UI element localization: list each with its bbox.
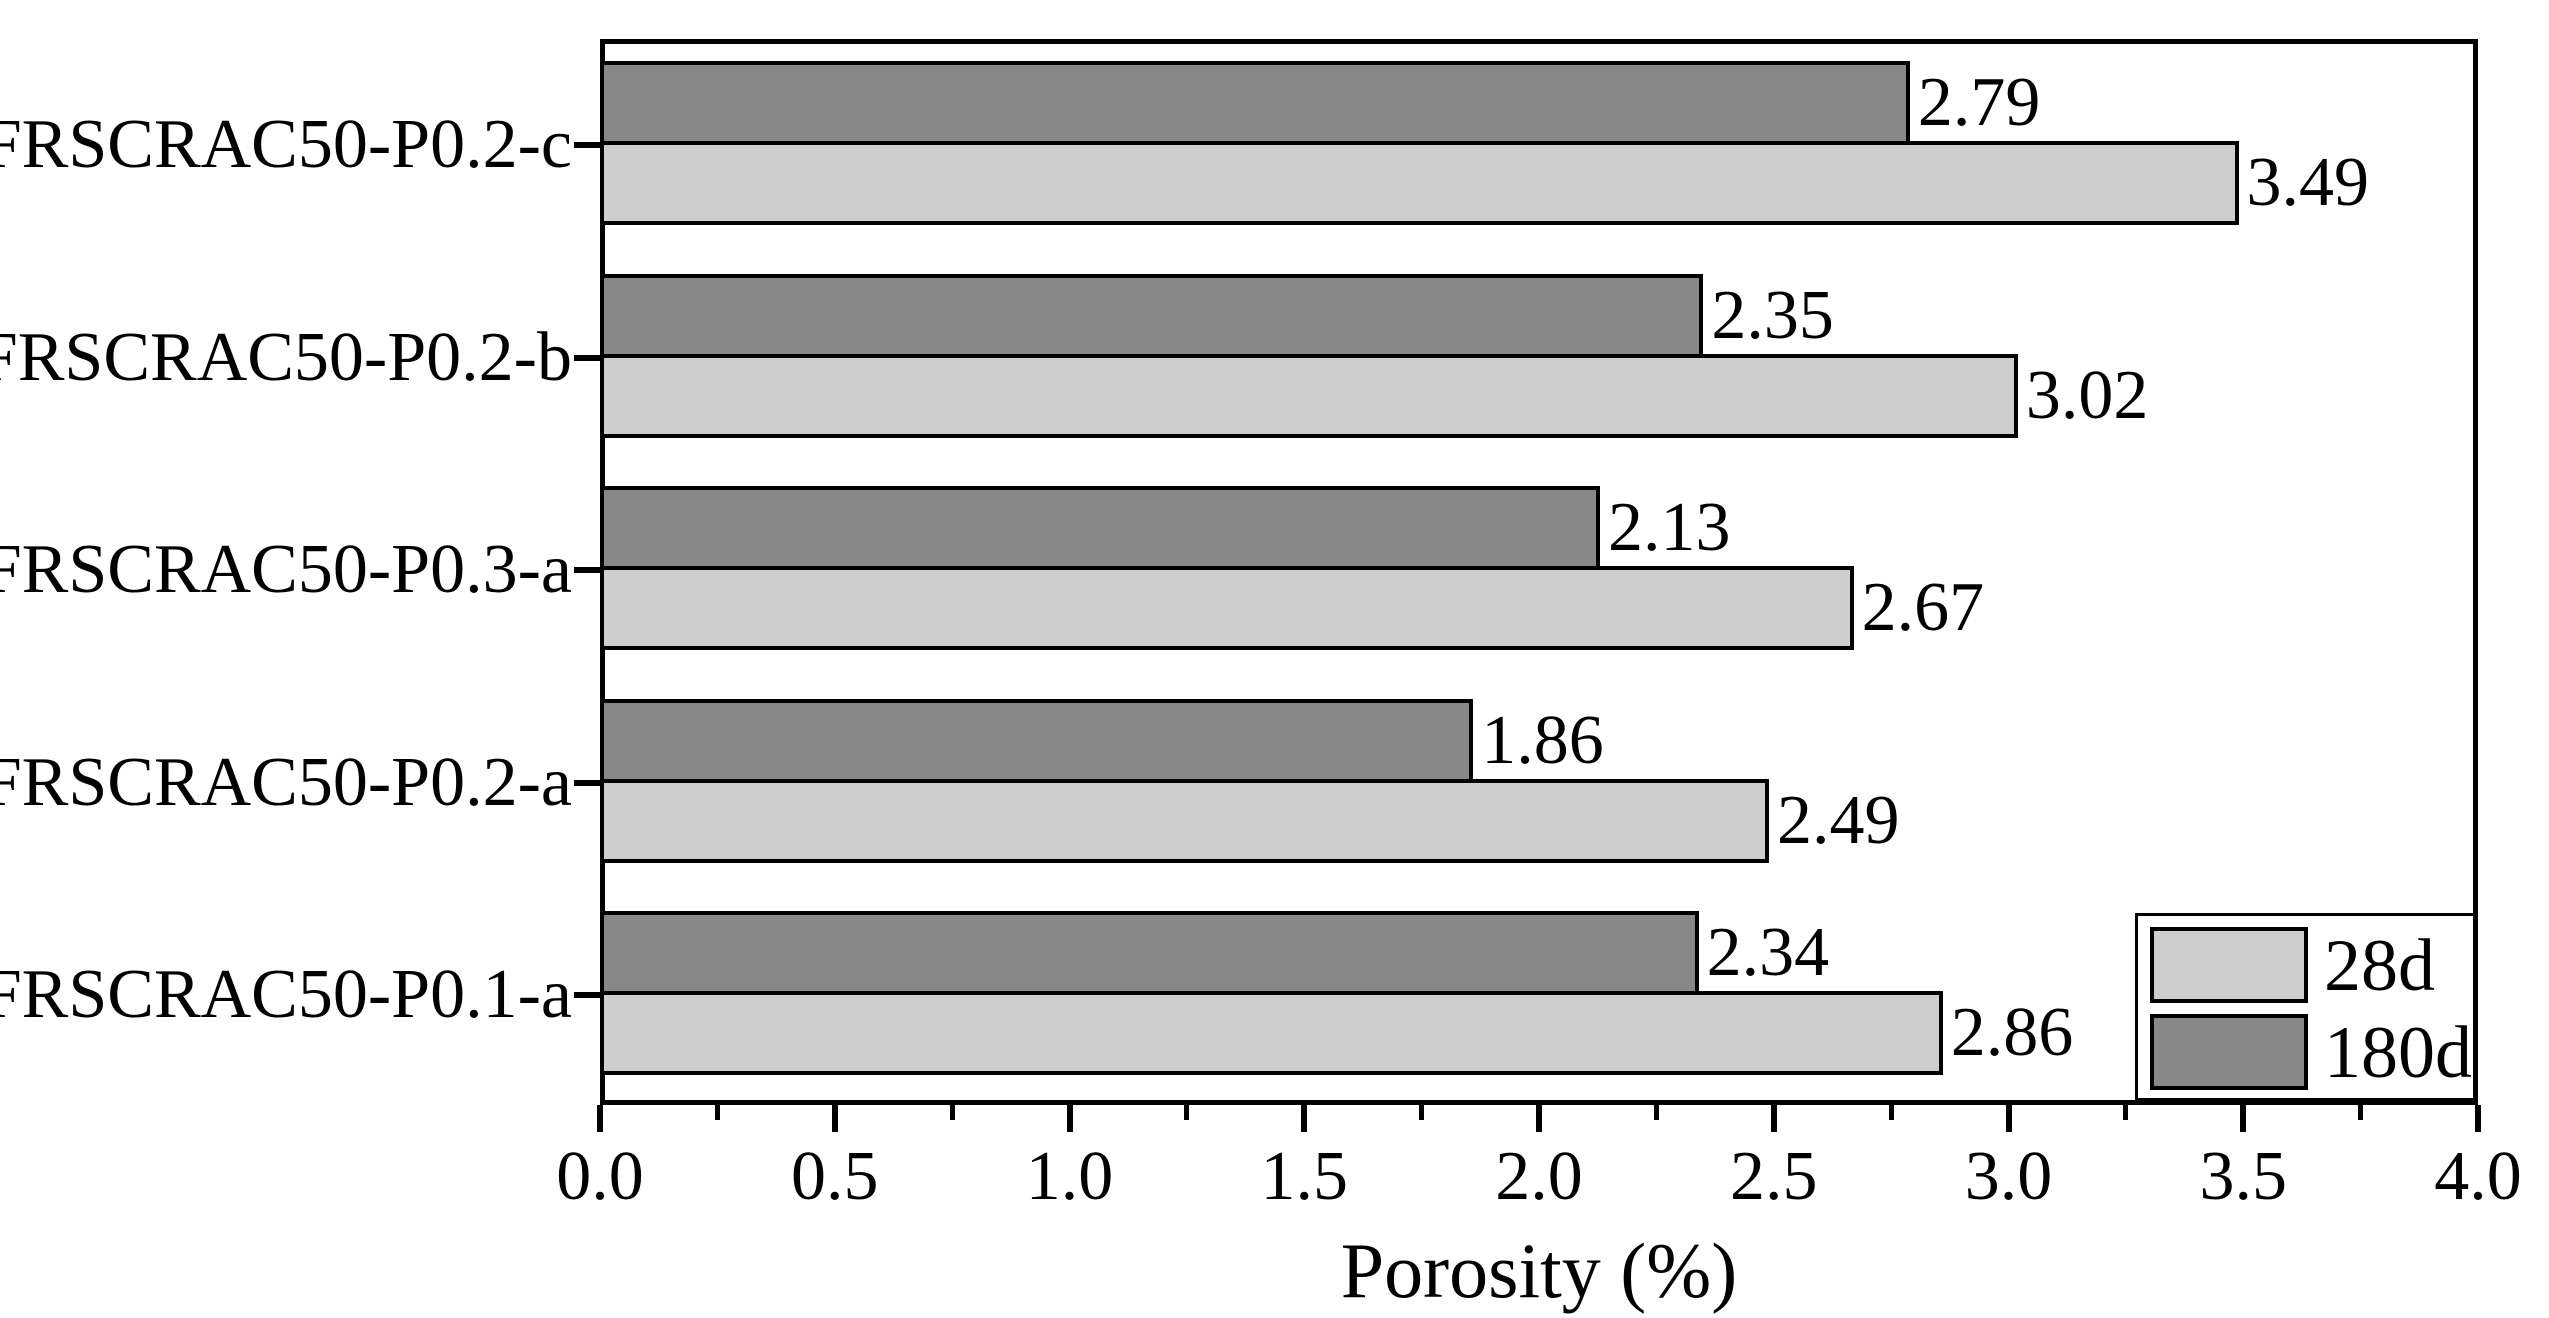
bar-180d [600,273,1703,358]
x-major-tick [2005,1105,2012,1132]
x-minor-tick [714,1105,720,1120]
bar-28d [600,141,2239,225]
x-tick-label: 2.5 [1730,1138,1818,1215]
legend-swatch-28d [2150,927,2308,1003]
bar-28d [600,566,1854,650]
y-tick [574,779,600,786]
bar-value-label: 1.86 [1481,701,1604,779]
x-tick-label: 2.0 [1495,1138,1583,1215]
bar-180d [600,698,1473,783]
x-tick-label: 0.5 [791,1138,879,1215]
x-minor-tick [2123,1105,2129,1120]
bar-28d [600,991,1943,1075]
x-minor-tick [2358,1105,2364,1120]
bar-value-label: 3.02 [2025,356,2149,434]
bar-value-label: 2.49 [1777,781,1900,859]
bar-value-label: 2.34 [1706,914,1830,991]
x-tick-label: 1.0 [1025,1138,1114,1215]
bar-value-label: 3.49 [2246,144,2370,221]
y-tick-label: FRSCRAC50-P0.2-c [0,106,572,183]
x-tick-label: 0.0 [556,1138,644,1215]
bar-value-label: 2.86 [1950,994,2074,1071]
x-tick-label: 3.5 [2199,1138,2288,1215]
x-major-tick [2475,1105,2481,1132]
x-minor-tick [1888,1105,1894,1120]
x-major-tick [1066,1105,1073,1132]
bar-180d [600,61,1910,145]
bar-value-label: 2.13 [1608,489,1731,566]
x-minor-tick [1419,1105,1425,1120]
x-major-tick [2240,1105,2247,1132]
x-major-tick [597,1105,603,1132]
y-tick [574,992,600,998]
y-tick [574,142,600,148]
bar-value-label: 2.67 [1861,569,1985,646]
legend: 28d 180d [2135,913,2476,1101]
bar-28d [600,778,1769,863]
x-major-tick [1536,1105,1542,1132]
bar-180d [600,486,1600,570]
y-tick-label: FRSCRAC50-P0.2-b [0,318,572,396]
bar-value-label: 2.35 [1711,276,1834,354]
y-tick [574,354,600,361]
legend-label-180d: 180d [2324,1012,2472,1094]
bar-value-label: 2.79 [1917,64,2041,141]
x-minor-tick [1653,1105,1659,1120]
x-tick-label: 1.5 [1260,1138,1349,1215]
x-tick-label: 3.0 [1964,1138,2053,1215]
y-tick [574,567,600,573]
y-tick-label: FRSCRAC50-P0.3-a [0,531,572,608]
x-minor-tick [1184,1105,1190,1120]
bar-180d [600,911,1699,995]
x-tick-label: 4.0 [2434,1138,2522,1215]
x-major-tick [1770,1105,1777,1132]
bar-28d [600,353,2018,438]
x-major-tick [831,1105,838,1132]
legend-swatch-180d [2150,1014,2308,1090]
x-major-tick [1301,1105,1308,1132]
y-tick-label: FRSCRAC50-P0.2-a [0,743,572,821]
legend-label-28d: 28d [2324,925,2435,1007]
x-minor-tick [949,1105,955,1120]
y-tick-label: FRSCRAC50-P0.1-a [0,956,572,1033]
x-axis-title: Porosity (%) [1340,1227,1738,1314]
